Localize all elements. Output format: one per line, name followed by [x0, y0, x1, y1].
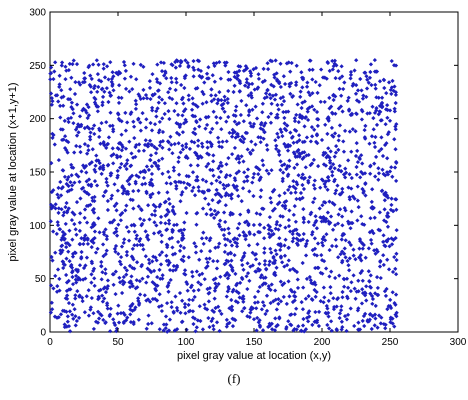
y-tick-label: 0	[40, 328, 46, 339]
x-tick-label: 50	[112, 337, 124, 348]
x-tick-label: 150	[246, 337, 263, 348]
y-axis-label: pixel gray value at location (x+1,y+1)	[7, 82, 19, 261]
y-tick-label: 250	[29, 61, 46, 72]
y-tick-label: 300	[29, 8, 46, 19]
figure-caption: (f)	[228, 371, 241, 386]
y-tick-label: 50	[35, 274, 47, 285]
y-tick-label: 150	[29, 168, 46, 179]
x-tick-label: 100	[178, 337, 195, 348]
x-tick-label: 200	[314, 337, 331, 348]
x-tick-label: 250	[382, 337, 399, 348]
x-tick-label: 0	[47, 337, 53, 348]
y-tick-label: 100	[29, 221, 46, 232]
x-tick-label: 300	[450, 337, 467, 348]
x-axis-label: pixel gray value at location (x,y)	[177, 350, 331, 362]
y-tick-label: 200	[29, 114, 46, 125]
